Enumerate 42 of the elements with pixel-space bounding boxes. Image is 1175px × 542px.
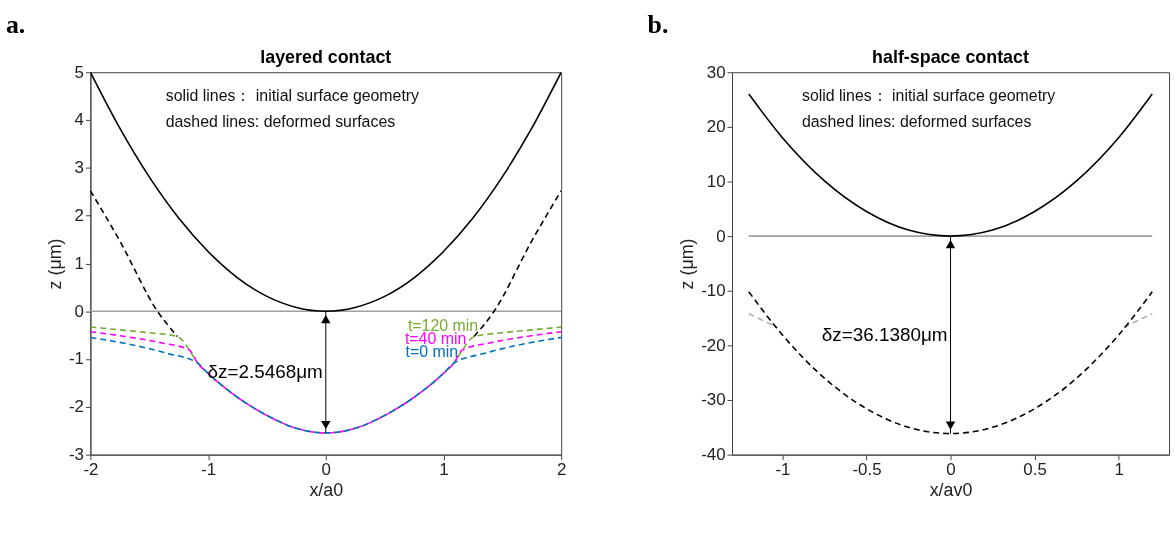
- y-tick-label: -30: [701, 390, 726, 410]
- y-tick-label: 10: [706, 171, 726, 191]
- y-tick-label: 3: [74, 158, 84, 178]
- x-tick-label: 1: [1114, 459, 1124, 479]
- chart-title: half-space contact: [872, 47, 1029, 68]
- annotation: δz=2.5468μm: [207, 361, 323, 383]
- y-tick-label: 1: [74, 253, 84, 273]
- x-tick-label: 0.5: [1023, 459, 1047, 479]
- x-axis-title: x/av0: [929, 479, 973, 500]
- y-axis-title: z (μm): [44, 238, 65, 290]
- x-tick-label: -0.5: [852, 459, 882, 479]
- y-tick-label: 2: [74, 206, 84, 226]
- y-tick-label: -40: [701, 445, 726, 465]
- annotation: dashed lines: deformed surfaces: [165, 112, 396, 130]
- annotation: solid lines： initial surface geometry: [801, 87, 1056, 105]
- x-tick-label: 1: [439, 459, 449, 479]
- y-tick-label: 5: [74, 62, 84, 82]
- x-tick-label: -1: [775, 459, 791, 479]
- y-tick-label: 0: [716, 226, 726, 246]
- text: b.: [647, 10, 669, 40]
- y-tick-label: 0: [74, 301, 84, 321]
- chart-title: layered contact: [260, 47, 392, 68]
- y-tick-label: 30: [706, 62, 726, 82]
- x-axis-title: x/a0: [309, 479, 344, 500]
- y-tick-label: -20: [701, 335, 726, 355]
- line-series: [748, 291, 1154, 435]
- line-series: [90, 72, 562, 313]
- annotation: δz=36.1380μm: [821, 323, 948, 345]
- text: a.: [5, 10, 26, 40]
- y-tick-label: 20: [706, 117, 726, 137]
- x-tick-label: 2: [556, 459, 567, 479]
- y-tick-label: 4: [74, 110, 84, 130]
- y-tick-label: -2: [68, 397, 84, 417]
- x-tick-label: 0: [946, 459, 956, 479]
- y-tick-label: -10: [701, 281, 726, 301]
- y-axis-title: z (μm): [677, 238, 698, 290]
- x-tick-label: 0: [321, 459, 331, 479]
- y-tick-label: -1: [68, 349, 84, 369]
- x-tick-label: -1: [201, 459, 217, 479]
- annotation: dashed lines: deformed surfaces: [801, 112, 1032, 130]
- annotation: solid lines： initial surface geometry: [165, 87, 420, 105]
- y-tick-label: -3: [68, 445, 84, 465]
